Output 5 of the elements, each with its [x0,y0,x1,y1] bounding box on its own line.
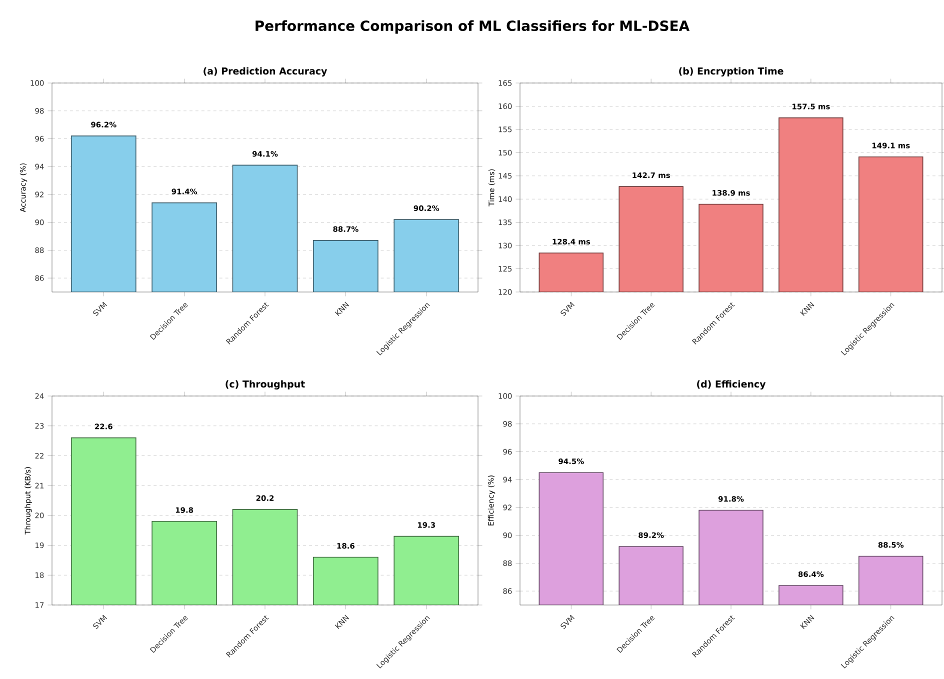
chart-title: (c) Throughput [226,380,305,390]
chart-title: (a) Prediction Accuracy [204,67,328,77]
chart-title: (b) Encryption Time [679,67,784,77]
chart-title: (d) Efficiency [697,380,766,390]
text: Performance Comparison of ML Classifiers for ML-DSEA [256,20,690,34]
